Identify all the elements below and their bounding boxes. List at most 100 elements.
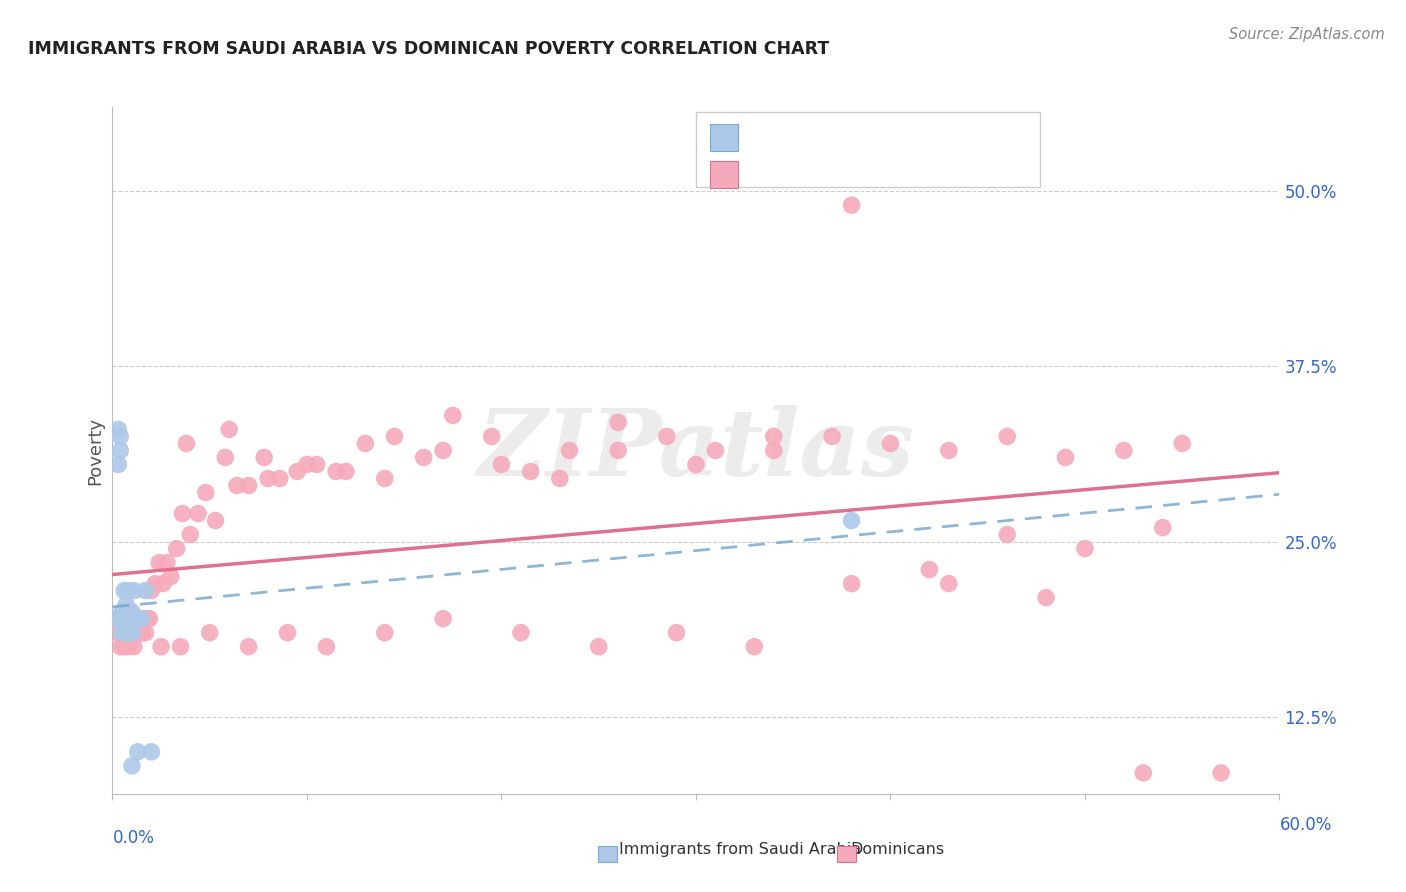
Point — [169, 640, 191, 654]
Y-axis label: Poverty: Poverty — [86, 417, 104, 484]
Point — [665, 625, 688, 640]
Text: Source: ZipAtlas.com: Source: ZipAtlas.com — [1229, 27, 1385, 42]
Point — [121, 625, 143, 640]
Point — [762, 429, 785, 443]
Text: Immigrants from Saudi Arabia: Immigrants from Saudi Arabia — [619, 842, 860, 856]
Point — [121, 625, 143, 640]
Point — [558, 443, 581, 458]
Point — [938, 576, 960, 591]
Point — [295, 458, 318, 472]
Point — [160, 569, 183, 583]
Point — [995, 527, 1018, 541]
Text: R =  0.117   N =  29: R = 0.117 N = 29 — [748, 128, 924, 145]
Point — [238, 478, 260, 492]
Point — [179, 527, 201, 541]
Point — [132, 612, 155, 626]
Point — [198, 625, 221, 640]
Point — [115, 612, 138, 626]
Point — [704, 443, 727, 458]
Point — [918, 563, 941, 577]
Point — [253, 450, 276, 465]
Point — [110, 443, 132, 458]
Point — [111, 605, 134, 619]
Text: 60.0%: 60.0% — [1279, 816, 1331, 834]
Point — [841, 514, 863, 528]
Point — [131, 612, 153, 626]
Point — [374, 625, 396, 640]
Point — [257, 471, 280, 485]
Text: Dominicans: Dominicans — [851, 842, 945, 856]
Point — [821, 429, 844, 443]
Point — [117, 618, 139, 632]
Text: ZIPatlas: ZIPatlas — [478, 406, 914, 495]
Point — [111, 625, 134, 640]
Point — [112, 612, 135, 626]
Point — [118, 612, 141, 626]
Point — [995, 429, 1018, 443]
Point — [111, 612, 134, 626]
Point — [117, 583, 139, 598]
Point — [118, 625, 141, 640]
Point — [112, 640, 135, 654]
Point — [762, 443, 785, 458]
Point — [117, 640, 139, 654]
Point — [276, 625, 298, 640]
Point — [1132, 765, 1154, 780]
Point — [269, 471, 291, 485]
Point — [1074, 541, 1097, 556]
Point — [118, 612, 141, 626]
Point — [166, 541, 188, 556]
Point — [107, 422, 129, 436]
Point — [136, 612, 159, 626]
Point — [115, 598, 138, 612]
Point — [172, 507, 194, 521]
Point — [432, 443, 454, 458]
Point — [115, 618, 138, 632]
Point — [115, 625, 138, 640]
Point — [138, 612, 160, 626]
Point — [1054, 450, 1077, 465]
Point — [156, 556, 179, 570]
Point — [374, 471, 396, 485]
Point — [121, 759, 143, 773]
Point — [150, 640, 173, 654]
Point — [204, 514, 226, 528]
Point — [135, 625, 157, 640]
Point — [841, 576, 863, 591]
Point — [519, 465, 541, 479]
Point — [432, 612, 454, 626]
Point — [305, 458, 328, 472]
Point — [841, 198, 863, 212]
Point — [176, 436, 198, 450]
Point — [107, 625, 129, 640]
Point — [1112, 443, 1135, 458]
Point — [744, 640, 766, 654]
Point — [143, 576, 166, 591]
Point — [125, 625, 148, 640]
Point — [118, 625, 141, 640]
Point — [491, 458, 513, 472]
Point — [110, 640, 132, 654]
Point — [122, 612, 145, 626]
Point — [107, 458, 129, 472]
Point — [607, 416, 630, 430]
Point — [607, 443, 630, 458]
Point — [125, 612, 148, 626]
Point — [121, 612, 143, 626]
Point — [218, 422, 240, 436]
Point — [111, 625, 134, 640]
Point — [655, 429, 678, 443]
Text: R = 0.441   N = 100: R = 0.441 N = 100 — [748, 165, 924, 183]
Point — [588, 640, 610, 654]
Point — [121, 605, 143, 619]
Point — [111, 612, 134, 626]
Point — [148, 556, 170, 570]
Point — [509, 625, 531, 640]
Point — [194, 485, 217, 500]
Point — [122, 640, 145, 654]
Point — [110, 612, 132, 626]
Point — [128, 612, 150, 626]
Point — [122, 583, 145, 598]
Point — [938, 443, 960, 458]
Point — [441, 409, 464, 423]
